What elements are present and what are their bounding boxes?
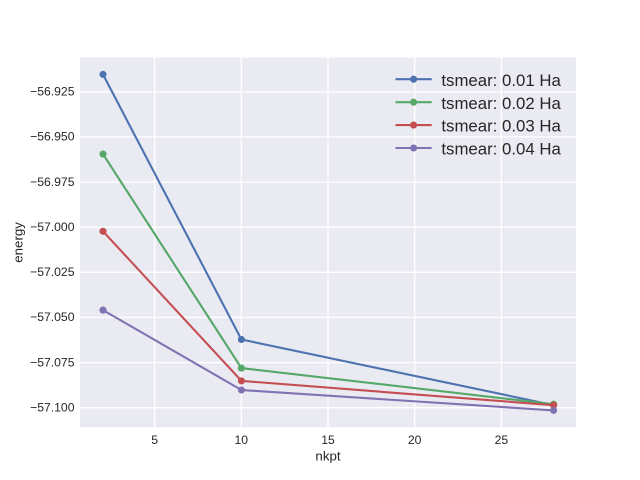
svg-text:−56.975: −56.975 [30, 175, 75, 189]
svg-text:−57.050: −57.050 [30, 310, 75, 324]
svg-text:5: 5 [151, 433, 158, 447]
svg-text:−57.100: −57.100 [30, 401, 75, 415]
svg-text:nkpt: nkpt [315, 448, 340, 463]
svg-text:10: 10 [235, 433, 249, 447]
svg-text:−57.075: −57.075 [30, 355, 75, 369]
svg-text:25: 25 [495, 433, 509, 447]
svg-text:−56.925: −56.925 [30, 85, 75, 99]
svg-text:energy: energy [10, 222, 25, 263]
svg-text:tsmear: 0.01 Ha: tsmear: 0.01 Ha [441, 71, 561, 90]
svg-text:20: 20 [408, 433, 422, 447]
svg-text:tsmear: 0.03 Ha: tsmear: 0.03 Ha [441, 117, 561, 136]
svg-text:−57.000: −57.000 [30, 220, 75, 234]
svg-text:−57.025: −57.025 [30, 265, 75, 279]
svg-text:−56.950: −56.950 [30, 130, 75, 144]
svg-text:15: 15 [321, 433, 335, 447]
svg-text:tsmear: 0.02 Ha: tsmear: 0.02 Ha [441, 94, 561, 113]
svg-text:tsmear: 0.04 Ha: tsmear: 0.04 Ha [441, 140, 561, 159]
